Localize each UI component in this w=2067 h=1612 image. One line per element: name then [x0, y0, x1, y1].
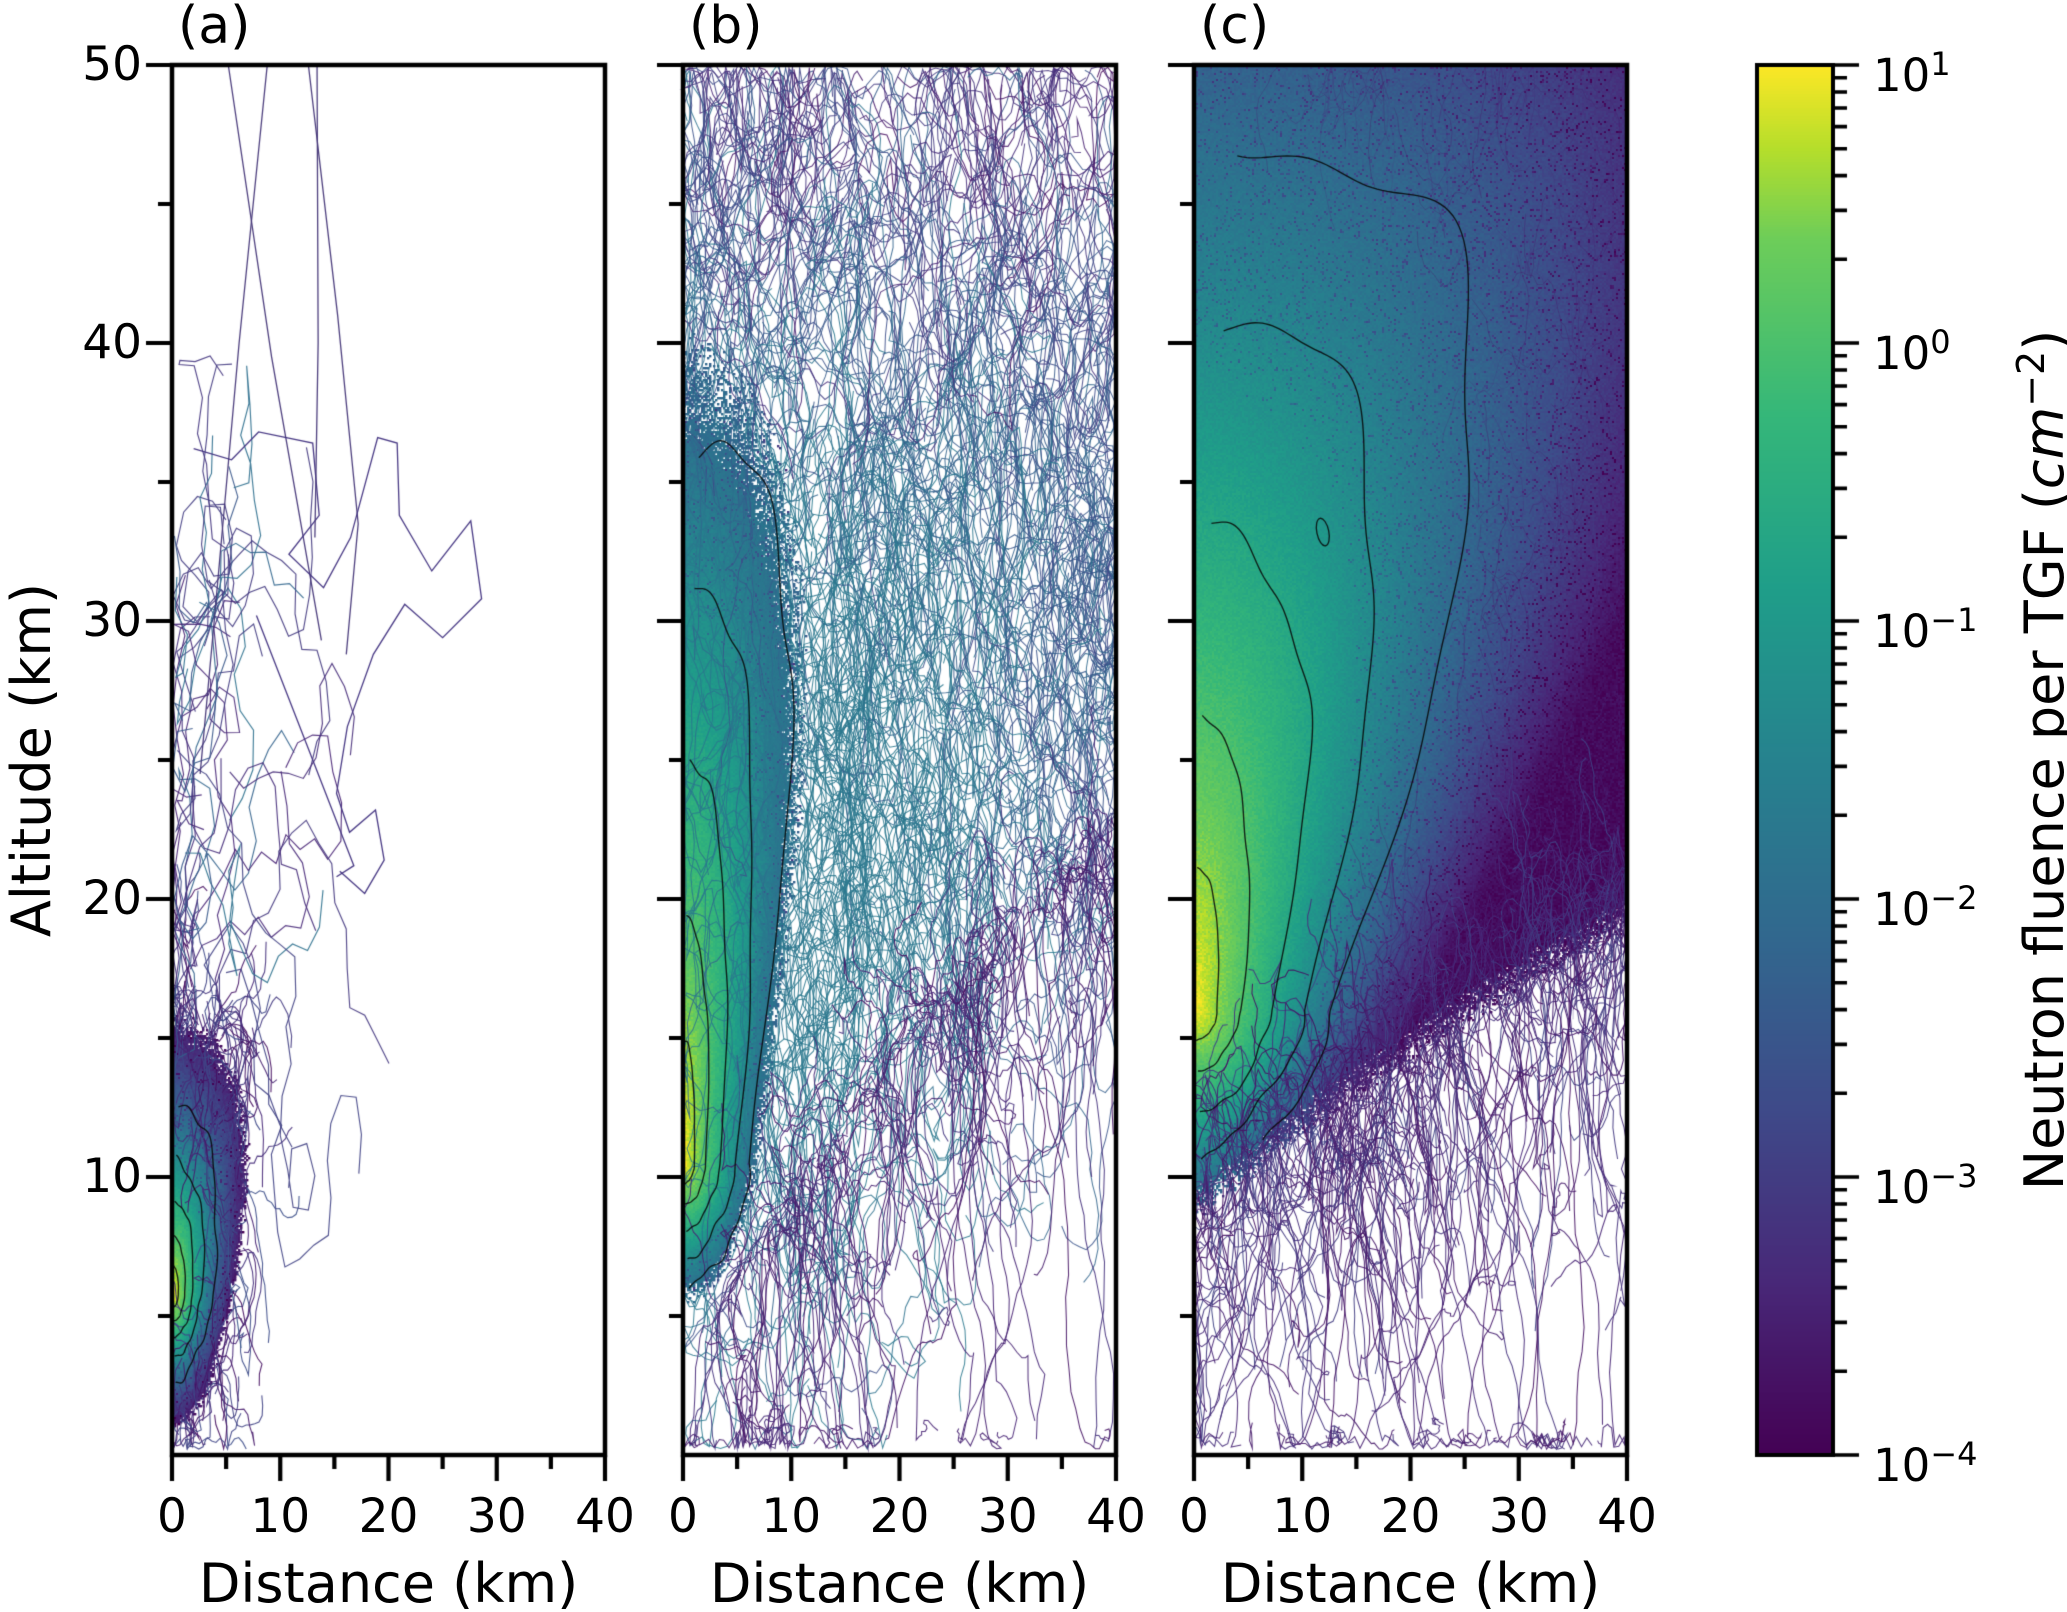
panel-label: (b): [689, 0, 763, 56]
x-tick-label: 0: [157, 1489, 187, 1544]
y-tick-label: 40: [82, 315, 142, 370]
colorbar-tick-label: 10−2: [1873, 879, 1978, 936]
colorbar-title-unit: cm: [2013, 406, 2067, 490]
y-tick-label: 50: [82, 37, 142, 92]
colorbar-tick-label: 101: [1873, 45, 1951, 102]
panel-label: (a): [178, 0, 251, 56]
x-tick-label: 0: [668, 1489, 698, 1544]
colorbar-tick-label: 10−1: [1873, 601, 1978, 658]
y-tick-label: 30: [82, 593, 142, 648]
x-tick-label: 40: [1597, 1489, 1657, 1544]
colorbar-title-suffix: ): [2013, 330, 2067, 351]
x-tick-label: 20: [869, 1489, 930, 1544]
x-axis-title: Distance (km): [198, 1552, 579, 1612]
x-tick-label: 10: [250, 1489, 311, 1544]
x-tick-label: 20: [1380, 1489, 1441, 1544]
x-tick-label: 30: [977, 1489, 1038, 1544]
y-tick-label: 20: [82, 871, 142, 926]
x-tick-label: 30: [466, 1489, 527, 1544]
colorbar-tick-label: 10−3: [1873, 1157, 1978, 1214]
colorbar-title-prefix: Neutron fluence per TGF (: [2013, 489, 2067, 1191]
colorbar-tick-label: 100: [1873, 323, 1951, 380]
colorbar-title: Neutron fluence per TGF (cm−2): [2000, 310, 2067, 1210]
colorbar-title-exponent: −2: [2009, 350, 2053, 407]
x-tick-label: 40: [1086, 1489, 1146, 1544]
x-tick-label: 30: [1488, 1489, 1549, 1544]
x-tick-label: 20: [358, 1489, 419, 1544]
x-tick-label: 0: [1179, 1489, 1209, 1544]
y-axis-title: Altitude (km): [0, 582, 63, 938]
x-tick-label: 10: [761, 1489, 822, 1544]
panel-label: (c): [1200, 0, 1270, 56]
y-tick-label: 10: [82, 1149, 142, 1204]
x-tick-label: 40: [575, 1489, 635, 1544]
colorbar-tick-label: 10−4: [1873, 1435, 1978, 1492]
x-tick-label: 10: [1272, 1489, 1333, 1544]
x-axis-title: Distance (km): [709, 1552, 1090, 1612]
x-axis-title: Distance (km): [1220, 1552, 1601, 1612]
